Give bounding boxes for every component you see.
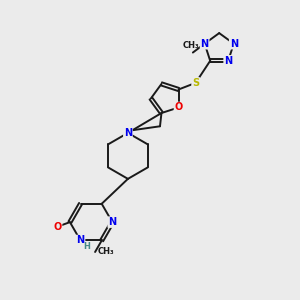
Text: N: N xyxy=(108,217,116,227)
Text: N: N xyxy=(201,39,209,49)
Text: N: N xyxy=(230,39,238,49)
Text: CH₃: CH₃ xyxy=(98,248,114,256)
Text: H: H xyxy=(84,242,90,251)
Text: O: O xyxy=(53,222,62,232)
Text: CH₃: CH₃ xyxy=(183,41,200,50)
Text: N: N xyxy=(76,236,85,245)
Text: O: O xyxy=(175,103,183,112)
Text: S: S xyxy=(192,78,199,88)
Text: N: N xyxy=(224,56,232,66)
Text: N: N xyxy=(124,128,132,138)
